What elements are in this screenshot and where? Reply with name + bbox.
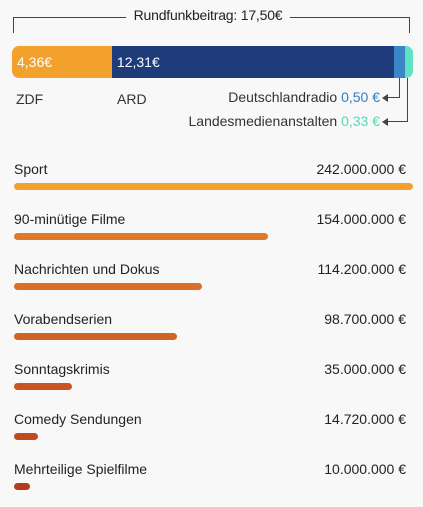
value-bar xyxy=(14,283,203,290)
value-bar xyxy=(14,233,268,240)
value-label: 98.700.000 € xyxy=(324,311,406,327)
cost-row: 90-minütige Filme 154.000.000 € xyxy=(0,204,423,254)
value-bar xyxy=(14,183,413,190)
category-label: Comedy Sendungen xyxy=(14,411,142,427)
label-zdf: ZDF xyxy=(16,91,44,107)
cost-row: Sonntagskrimis 35.000.000 € xyxy=(0,354,423,404)
category-label: Mehrteilige Spielfilme xyxy=(14,461,148,477)
category-label: Vorabendserien xyxy=(14,311,113,327)
label-ard: ARD xyxy=(117,91,147,107)
label-landesmedienanstalten: Landesmedienanstalten 0,33 € xyxy=(189,113,381,129)
category-label: Sport xyxy=(14,161,48,177)
value-label: 242.000.000 € xyxy=(316,161,406,177)
value-label: 154.000.000 € xyxy=(316,211,406,227)
connector-landesmedienanstalten xyxy=(384,78,408,122)
label-deutschlandradio-value: 0,50 € xyxy=(341,89,380,105)
value-bar xyxy=(14,483,31,490)
segment-deutschlandradio xyxy=(393,46,405,78)
label-landesmedienanstalten-name: Landesmedienanstalten xyxy=(188,113,338,129)
value-label: 14.720.000 € xyxy=(324,411,406,427)
value-bar xyxy=(14,333,177,340)
cost-row: Sport 242.000.000 € xyxy=(0,154,423,204)
fee-title: Rundfunkbeitrag: 17,50€ xyxy=(133,7,283,23)
segment-zdf: 4,36€ xyxy=(12,46,112,78)
category-label: 90-minütige Filme xyxy=(14,211,126,227)
arrow-landesmedienanstalten-icon xyxy=(382,118,388,126)
value-label: 114.200.000 € xyxy=(317,261,407,277)
segment-ard: 12,31€ xyxy=(111,46,394,78)
value-bar xyxy=(14,433,39,440)
value-bar xyxy=(14,383,72,390)
category-label: Nachrichten und Dokus xyxy=(14,261,160,277)
label-deutschlandradio-name: Deutschlandradio xyxy=(228,89,338,105)
fee-bracket-left xyxy=(13,17,126,33)
cost-row: Comedy Sendungen 14.720.000 € xyxy=(0,404,423,454)
label-deutschlandradio: Deutschlandradio 0,50 € xyxy=(228,89,380,105)
category-label: Sonntagskrimis xyxy=(14,361,110,377)
arrow-deutschlandradio-icon xyxy=(382,94,388,102)
value-label: 10.000.000 € xyxy=(324,461,406,477)
fee-stacked-bar: 4,36€ 12,31€ xyxy=(12,46,413,78)
connector-deutschlandradio xyxy=(384,78,400,98)
segment-landesmedienanstalten xyxy=(404,46,413,78)
fee-bracket-right xyxy=(290,17,410,33)
cost-row: Nachrichten und Dokus 114.200.000 € xyxy=(0,254,423,304)
label-landesmedienanstalten-value: 0,33 € xyxy=(341,113,380,129)
cost-row: Vorabendserien 98.700.000 € xyxy=(0,304,423,354)
value-label: 35.000.000 € xyxy=(324,361,406,377)
cost-row: Mehrteilige Spielfilme 10.000.000 € xyxy=(0,454,423,504)
